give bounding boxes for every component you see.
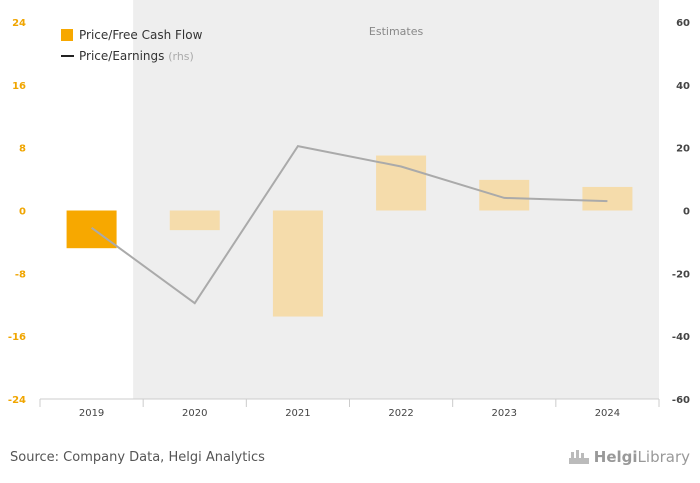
legend-label-pfcf: Price/Free Cash Flow (79, 28, 203, 42)
legend-label-pe-name: Price/Earnings (79, 49, 164, 63)
line-series (90, 144, 608, 305)
right-tick-label: 60 (676, 18, 690, 29)
helgi-library-logo: HelgiLibrary (568, 448, 690, 466)
right-tick-label: -40 (672, 332, 690, 343)
chart: Estimates 24 16 8 0 -8 -16 -24 60 40 20 0 -20 -40 -6… (8, 0, 690, 419)
library-icon (568, 450, 589, 464)
left-tick-label: -8 (15, 269, 26, 280)
left-tick-label: 0 (19, 207, 26, 218)
x-tick-label: 2023 (492, 408, 517, 419)
bar-2022 (376, 155, 427, 211)
bar-2023 (479, 179, 530, 211)
logo-part2: Library (637, 448, 690, 466)
logo-part1: Helgi (593, 448, 638, 466)
x-tick-label: 2021 (285, 408, 310, 419)
bar-2020 (169, 210, 220, 231)
right-tick-label: -60 (672, 395, 690, 406)
x-tick-label: 2019 (79, 408, 104, 419)
bar-series (66, 155, 633, 317)
source-note: Source: Company Data, Helgi Analytics (10, 450, 265, 465)
left-tick-label: 8 (19, 144, 26, 155)
left-axis-ticks: 24 16 8 0 -8 -16 -24 (8, 18, 26, 406)
bar-2021 (272, 210, 323, 317)
right-tick-label: 0 (683, 207, 690, 218)
left-tick-label: 24 (12, 18, 26, 29)
x-tick-label: 2022 (388, 408, 413, 419)
legend-label-pe: Price/Earnings (rhs) (79, 49, 194, 63)
right-tick-label: 20 (676, 144, 690, 155)
left-tick-label: 16 (12, 81, 26, 92)
legend-swatch-pfcf (61, 29, 73, 41)
pe-line (90, 144, 608, 305)
x-axis-ticks: 2019 2020 2021 2022 2023 2024 (39, 399, 660, 419)
left-tick-label: -16 (8, 332, 26, 343)
left-tick-label: -24 (8, 395, 26, 406)
legend: Price/Free Cash Flow Price/Earnings (rhs… (61, 28, 203, 63)
legend-label-pe-suffix: (rhs) (168, 50, 194, 63)
bar-2019 (66, 210, 117, 249)
x-tick-label: 2024 (595, 408, 620, 419)
right-axis-ticks: 60 40 20 0 -20 -40 -60 (672, 18, 690, 406)
x-tick-label: 2020 (182, 408, 207, 419)
bar-2024 (582, 186, 633, 211)
right-tick-label: 40 (676, 81, 690, 92)
estimates-label: Estimates (369, 25, 424, 38)
right-tick-label: -20 (672, 269, 690, 280)
